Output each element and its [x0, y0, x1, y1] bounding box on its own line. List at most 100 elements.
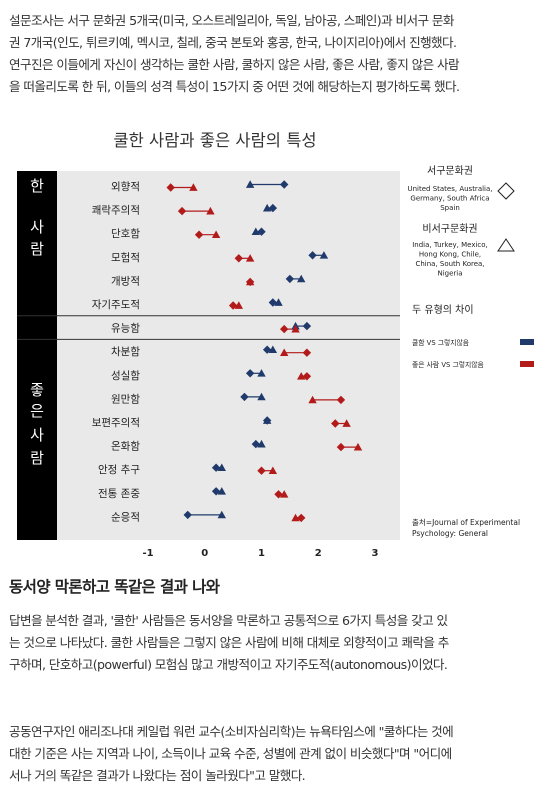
trait-label: 외향적 [111, 181, 140, 193]
data-point-diamond [285, 274, 295, 284]
data-point-diamond [262, 345, 272, 354]
group-label-cool-char: 한 [30, 177, 44, 195]
legend-diamond-icon [497, 182, 515, 200]
group-label-cool-char: 사 [30, 218, 44, 236]
data-point-diamond [280, 324, 289, 334]
data-point-triangle [206, 206, 215, 215]
legend-cool-swatch [520, 339, 534, 345]
data-point-triangle [257, 392, 266, 401]
data-point-diamond [211, 463, 221, 472]
legend-nonwestern-title: 비서구문화권 [422, 223, 477, 235]
body-line: 는 것으로 나타났다. 쿨한 사람들은 그렇지 않은 사람에 비해 대체로 외향… [9, 635, 449, 650]
trait-label: 보편주의적 [92, 416, 140, 429]
data-point-triangle [217, 510, 226, 519]
chart-title: 쿨한 사람과 좋은 사람의 특성 [113, 131, 316, 150]
legend-triangle-icon [497, 238, 515, 252]
data-point-diamond [297, 513, 306, 523]
data-point-diamond [177, 206, 187, 216]
data-point-diamond [257, 466, 266, 475]
section-heading: 동서양 막론하고 똑같은 결과 나와 [9, 578, 220, 596]
data-point-diamond [251, 439, 261, 449]
data-point-triangle [268, 345, 278, 354]
trait-label: 온화함 [111, 441, 140, 453]
data-point-triangle [262, 416, 272, 424]
group-label-cool-char: 람 [30, 240, 44, 258]
data-point-triangle [262, 203, 272, 212]
legend-diff-title: 두 유형의 차이 [412, 304, 474, 316]
data-point-triangle [245, 254, 255, 262]
data-point-diamond [302, 348, 312, 357]
quote-line: 공동연구자인 애리조나대 케일럽 워런 교수(소비자심리학)는 뉴욕타임스에 "… [9, 724, 454, 739]
data-point-triangle [319, 251, 329, 259]
trait-label: 차분함 [111, 346, 140, 358]
x-tick-label: 1 [258, 548, 265, 559]
intro-paragraph: 설문조사는 서구 문화권 5개국(미국, 오스트레일리아, 독일, 남아공, 스… [9, 10, 545, 98]
quote-line: 대한 기준은 사는 지역과 나이, 소득이나 교육 수준, 성별에 관계 없이 … [9, 746, 452, 761]
legend-western-title: 서구문화권 [427, 165, 473, 177]
group-label-good-char: 사 [30, 426, 44, 444]
trait-label: 자기주도적 [92, 299, 140, 311]
intro-line: 연구진은 이들에게 자신이 생각하는 쿨한 사람, 쿨하지 않은 사람, 좋은 … [9, 57, 460, 72]
legend-western-countries: Spain [440, 204, 460, 212]
x-tick-label: 3 [372, 548, 379, 559]
data-point-triangle [217, 487, 226, 495]
legend-cool-label: 쿨함 VS 그렇지않음 [412, 338, 469, 347]
data-point-triangle [245, 180, 255, 188]
data-point-diamond [336, 442, 346, 452]
legend-good-swatch [520, 361, 534, 367]
data-point-triangle [257, 439, 266, 448]
trait-label: 전통 존중 [98, 488, 140, 500]
data-point-triangle [257, 369, 266, 377]
data-point-diamond [194, 230, 204, 239]
data-point-diamond [228, 301, 238, 310]
x-tick-label: 2 [315, 548, 322, 559]
data-point-triangle [274, 298, 283, 306]
source-note: 출처=Journal of Experimental [412, 517, 520, 527]
trait-label: 쾌락주의적 [92, 205, 140, 217]
data-point-triangle [280, 348, 289, 357]
legend-nonwestern-countries: China, South Korea, [415, 260, 484, 268]
group-sidebar [17, 171, 57, 540]
data-point-triangle [291, 324, 300, 333]
data-point-diamond [211, 487, 221, 496]
data-point-diamond [257, 227, 266, 236]
trait-label: 안정 추구 [98, 464, 140, 476]
trait-label: 순응적 [111, 511, 140, 523]
legend-western-countries: Germany, South Africa [410, 195, 489, 203]
legend-good-label: 좋은 사람 VS 그렇지않음 [412, 360, 484, 369]
cool-vs-good-chart: 쿨한 사람과 좋은 사람의 특성쿨한사람좋은사람외향적쾌락주의적단호함모험적개방… [17, 131, 534, 559]
source-note: Psychology: General [412, 529, 488, 538]
plot-panel [17, 171, 400, 540]
trait-label: 원만함 [111, 393, 140, 405]
data-point-triangle [189, 183, 198, 191]
data-point-triangle [297, 274, 306, 283]
intro-line: 설문조사는 서구 문화권 5개국(미국, 오스트레일리아, 독일, 남아공, 스… [9, 13, 454, 28]
quote-line: 서나 거의 똑같은 결과가 나왔다는 점이 놀라웠다"고 말했다. [9, 768, 306, 783]
data-point-triangle [245, 277, 255, 286]
data-point-diamond [268, 298, 278, 307]
data-point-diamond [183, 510, 192, 520]
data-point-triangle [217, 463, 226, 472]
x-tick-label: 0 [201, 548, 208, 559]
legend-nonwestern-countries: Nigeria [437, 270, 462, 278]
group-label-good-char: 좋 [30, 381, 44, 399]
quote-paragraph: 공동연구자인 애리조나대 케일럽 워런 교수(소비자심리학)는 뉴욕타임스에 "… [9, 721, 545, 787]
intro-line: 을 떠올리도록 한 뒤, 이들의 성격 특성이 15가지 중 어떤 것에 해당하… [9, 79, 460, 94]
data-point-diamond [268, 203, 278, 213]
intro-line: 권 7개국(인도, 튀르키예, 멕시코, 칠레, 중국 본토와 홍콩, 한국, … [9, 35, 457, 50]
data-point-triangle [308, 395, 317, 404]
data-point-triangle [280, 490, 289, 498]
data-point-diamond [308, 251, 317, 260]
data-point-triangle [353, 442, 363, 451]
trait-label: 개방적 [111, 275, 140, 287]
data-point-diamond [240, 392, 249, 402]
data-point-triangle [342, 419, 351, 427]
body-line: 답변을 분석한 결과, '쿨한' 사람들은 동서양을 막론하고 공통적으로 6가… [9, 613, 448, 628]
legend-nonwestern-countries: Hong Kong, Chile, [419, 251, 481, 259]
data-point-triangle [297, 372, 306, 380]
data-point-diamond [274, 490, 283, 499]
data-point-triangle [211, 230, 221, 239]
data-point-diamond [166, 183, 175, 192]
x-tick-label: -1 [142, 548, 153, 559]
group-label-cool-char: 쿨 [30, 154, 44, 172]
